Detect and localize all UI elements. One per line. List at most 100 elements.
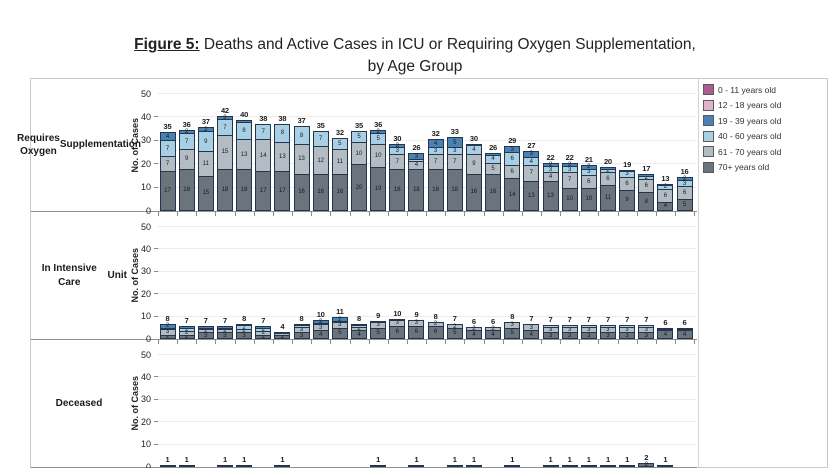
bar-segment: 6	[389, 325, 406, 339]
bar-segment-value: 6	[663, 192, 668, 199]
bar-segment-value: 18	[451, 186, 459, 193]
gridline	[158, 376, 696, 378]
x-axis-tick-mark	[426, 212, 428, 216]
y-axis-tick-label: 30	[140, 394, 151, 405]
bar-segment-value: 2	[567, 161, 572, 168]
bar-segment-value: 18	[221, 186, 229, 193]
bar-segment-value: 9	[625, 197, 629, 204]
x-axis-tick-mark	[464, 340, 466, 344]
bar-segment: 3	[580, 332, 597, 339]
legend-item: 61 - 70 years old	[703, 146, 823, 157]
bar-segment	[178, 464, 195, 467]
bar-segment: 19	[370, 166, 387, 211]
bar-total-label: 4	[280, 322, 285, 332]
bar-segment	[599, 325, 616, 328]
bar-segment	[619, 464, 636, 467]
bar-segment: 10	[561, 187, 578, 211]
x-axis-tick-mark	[694, 212, 696, 216]
bar-segment: 16	[312, 173, 329, 211]
bar-total-label: 32	[431, 129, 440, 139]
bar-total-label: 32	[335, 128, 344, 138]
bar-segment: 8	[638, 192, 655, 211]
bar-segment: 3	[561, 332, 578, 339]
x-axis-tick-mark	[675, 212, 677, 216]
gridline	[158, 93, 696, 94]
bar-segment-value: 4	[491, 331, 495, 338]
gridline	[158, 226, 696, 227]
bar-segment-value: 4	[414, 162, 419, 169]
bar-segment: 18	[427, 168, 444, 211]
figure-number: Figure 5:	[134, 36, 200, 53]
bar-segment-value: 17	[279, 188, 286, 195]
bar-segment-value: 7	[223, 124, 227, 131]
bar-segment-value: 18	[240, 186, 248, 193]
legend-label: 70+ years old	[718, 162, 770, 172]
bar-segment-value: 4	[663, 203, 668, 210]
bar-total-label: 30	[469, 133, 478, 143]
bar-total-label: 7	[203, 316, 208, 326]
bar-total-label: 33	[450, 126, 459, 136]
bar-segment	[370, 464, 387, 467]
bar-segment-value: 7	[319, 136, 323, 143]
bar-segment-value: 3	[319, 324, 323, 331]
x-axis-tick-mark	[272, 340, 274, 344]
bar-segment-value: 16	[317, 189, 325, 196]
bar-segment: 5	[370, 327, 387, 339]
x-axis-tick-mark	[368, 340, 370, 344]
x-axis-tick-mark	[675, 340, 677, 344]
chart-figure: 0 10 20 30 40 50 Requires Oxygen Supplementatio…	[17, 78, 828, 468]
bar-segment-value: 3	[338, 322, 342, 329]
bar-total-label: 6	[471, 316, 476, 326]
bar-segment-value: 3	[606, 326, 610, 333]
bar-segment-value: 6	[625, 180, 629, 187]
bar-segment: 5	[446, 136, 463, 149]
bar-total-label: 30	[393, 133, 402, 143]
bar-segment-value: 3	[529, 324, 534, 331]
x-axis-tick-mark	[196, 212, 198, 216]
bar-segment-value: 3	[414, 153, 419, 160]
bar-total-label: 8	[357, 314, 361, 324]
y-axis-tick-label: 30	[140, 135, 151, 146]
bar-segment-value: 10	[355, 150, 363, 157]
bar-segment-value: 18	[413, 186, 420, 193]
bar-segment: 2	[676, 175, 693, 182]
x-axis-tick-mark	[387, 340, 389, 344]
gridline	[158, 248, 696, 250]
legend-swatch-icon	[703, 115, 714, 126]
bar-segment-value: 7	[165, 161, 170, 168]
bar-segment-value: 3	[587, 332, 591, 339]
bar-segment: 5	[504, 327, 521, 339]
bar-segment: 2	[389, 143, 406, 149]
bar-total-label: 1	[165, 454, 170, 464]
bar-segment-value: 3	[242, 332, 246, 339]
bar-segment: 2	[485, 326, 502, 332]
bar-segment: 2	[197, 127, 214, 133]
bar-total-label: 13	[661, 173, 670, 183]
bar-segment	[236, 464, 253, 467]
x-axis-tick-mark	[215, 212, 217, 216]
bar-segment-value: 4	[319, 331, 323, 338]
bar-segment: 3	[619, 326, 636, 334]
bar-segment	[599, 464, 616, 467]
bar-segment-value: 2	[184, 330, 189, 337]
bar-segment-value: 3	[204, 332, 208, 339]
bar-segment	[580, 325, 597, 328]
figure-title: Figure 5: Deaths and Active Cases in ICU…	[0, 34, 830, 79]
legend-label: 61 - 70 years old	[718, 146, 782, 157]
bar-segment: 12	[312, 146, 329, 175]
bar-segment-value: 18	[183, 186, 190, 193]
bar-segment: 13	[274, 141, 291, 173]
bar-segment-value: 2	[376, 129, 380, 136]
bar-total-label: 1	[586, 454, 591, 464]
bar-segment: 3	[331, 322, 348, 329]
x-axis-tick-mark	[311, 340, 313, 344]
bar-segment-value: 3	[395, 148, 399, 154]
bar-segment: 17	[159, 171, 176, 211]
bar-segment-value: 6	[682, 190, 687, 197]
bar-segment-value: 7	[184, 138, 189, 145]
bar-segment	[657, 464, 674, 467]
bar-total-label: 22	[565, 152, 574, 162]
bar-segment-value: 2	[682, 175, 687, 182]
bar-segment: 3	[293, 332, 310, 339]
bar-total-label: 7	[644, 315, 649, 325]
